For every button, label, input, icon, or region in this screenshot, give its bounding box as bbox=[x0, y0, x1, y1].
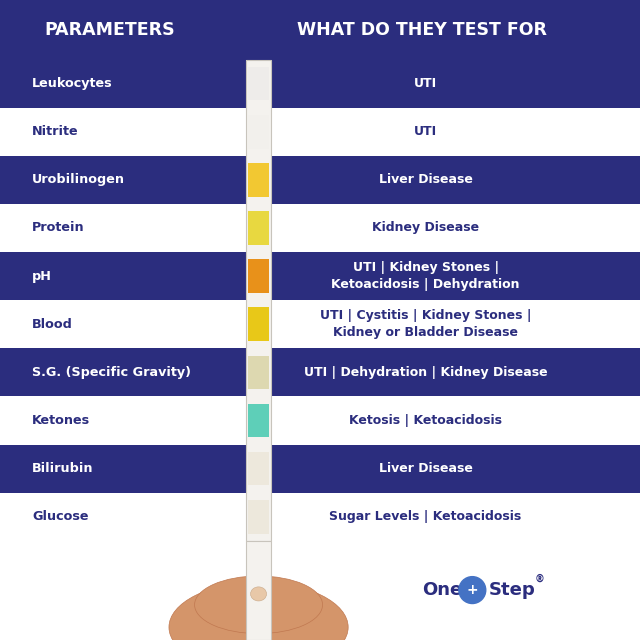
Text: Step: Step bbox=[488, 581, 535, 599]
Text: S.G. (Specific Gravity): S.G. (Specific Gravity) bbox=[32, 366, 191, 379]
Bar bbox=[248, 211, 269, 245]
Bar bbox=[0, 348, 246, 396]
Bar bbox=[271, 445, 640, 493]
Bar bbox=[271, 60, 640, 108]
Text: Leukocytes: Leukocytes bbox=[32, 77, 113, 90]
Text: Blood: Blood bbox=[32, 317, 73, 331]
Text: Ketosis | Ketoacidosis: Ketosis | Ketoacidosis bbox=[349, 414, 502, 427]
Text: Ketones: Ketones bbox=[32, 414, 90, 427]
Text: UTI: UTI bbox=[414, 77, 437, 90]
Text: UTI | Kidney Stones |
Ketoacidosis | Dehydration: UTI | Kidney Stones | Ketoacidosis | Deh… bbox=[332, 261, 520, 291]
Bar bbox=[0, 108, 246, 156]
Text: ®: ® bbox=[535, 573, 545, 584]
Bar bbox=[271, 204, 640, 252]
Bar bbox=[0, 252, 246, 300]
Bar bbox=[271, 252, 640, 300]
Bar bbox=[248, 163, 269, 196]
Bar bbox=[271, 396, 640, 445]
Bar bbox=[271, 348, 640, 396]
Bar bbox=[0, 396, 246, 445]
Text: pH: pH bbox=[32, 269, 52, 283]
Text: +: + bbox=[467, 583, 478, 597]
Bar bbox=[248, 115, 269, 148]
Text: Urobilinogen: Urobilinogen bbox=[32, 173, 125, 186]
Text: UTI | Cystitis | Kidney Stones |
Kidney or Bladder Disease: UTI | Cystitis | Kidney Stones | Kidney … bbox=[320, 310, 531, 339]
Bar bbox=[248, 259, 269, 293]
Bar bbox=[0, 156, 246, 204]
Bar bbox=[246, 60, 271, 541]
Text: WHAT DO THEY TEST FOR: WHAT DO THEY TEST FOR bbox=[298, 20, 547, 39]
Text: UTI: UTI bbox=[414, 125, 437, 138]
Text: One: One bbox=[422, 581, 463, 599]
Text: UTI | Dehydration | Kidney Disease: UTI | Dehydration | Kidney Disease bbox=[304, 366, 547, 379]
Text: Liver Disease: Liver Disease bbox=[379, 462, 472, 475]
Text: Bilirubin: Bilirubin bbox=[32, 462, 93, 475]
Text: Kidney Disease: Kidney Disease bbox=[372, 221, 479, 234]
Bar bbox=[248, 404, 269, 437]
Bar bbox=[271, 300, 640, 348]
Bar bbox=[0, 60, 246, 108]
Bar bbox=[248, 307, 269, 341]
Bar bbox=[271, 493, 640, 541]
Bar bbox=[248, 67, 269, 100]
Text: Protein: Protein bbox=[32, 221, 84, 234]
Ellipse shape bbox=[195, 576, 323, 634]
Ellipse shape bbox=[251, 587, 267, 601]
Circle shape bbox=[459, 577, 486, 604]
Bar bbox=[0, 204, 246, 252]
Bar bbox=[271, 156, 640, 204]
Text: PARAMETERS: PARAMETERS bbox=[45, 20, 175, 39]
Bar bbox=[0, 0, 640, 60]
Bar bbox=[248, 452, 269, 486]
Bar bbox=[0, 493, 246, 541]
Text: Nitrite: Nitrite bbox=[32, 125, 79, 138]
Text: Liver Disease: Liver Disease bbox=[379, 173, 472, 186]
Bar bbox=[0, 445, 246, 493]
Bar bbox=[0, 300, 246, 348]
Bar bbox=[246, 541, 271, 640]
Bar bbox=[271, 108, 640, 156]
Bar bbox=[248, 355, 269, 389]
Ellipse shape bbox=[169, 582, 348, 640]
Text: Sugar Levels | Ketoacidosis: Sugar Levels | Ketoacidosis bbox=[330, 510, 522, 524]
Text: Glucose: Glucose bbox=[32, 510, 88, 524]
Bar bbox=[248, 500, 269, 534]
